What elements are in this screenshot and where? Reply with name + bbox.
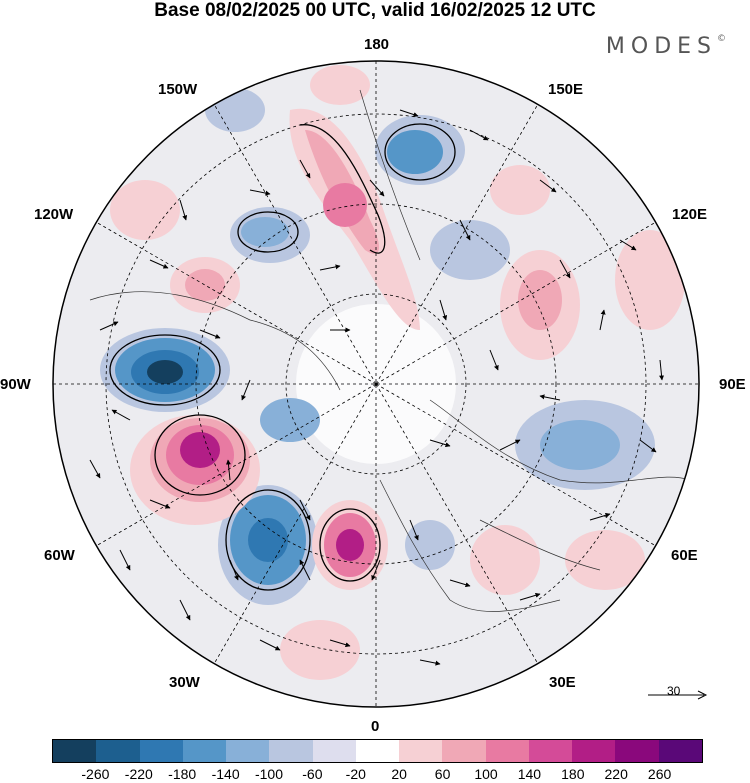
lon-label-60e: 60E (671, 547, 698, 564)
colorbar-swatch (182, 740, 227, 762)
colorbar-tick-label: -100 (254, 766, 284, 782)
colorbar-swatch (399, 740, 443, 762)
colorbar-tick-label: -140 (211, 766, 240, 782)
colorbar-swatch (615, 740, 659, 762)
polar-map (52, 60, 700, 708)
colorbar-swatch (139, 740, 183, 762)
wind-vectors (89, 109, 665, 666)
lon-label-90e: 90E (719, 376, 746, 393)
lon-label-120e: 120E (672, 206, 708, 223)
lon-label-0: 0 (371, 718, 380, 735)
map-boundary (52, 60, 700, 708)
lon-label-120w: 120W (34, 206, 74, 223)
brand-logo: MODES© (605, 34, 726, 59)
colorbar-tick-label: 180 (561, 766, 585, 782)
colorbar-swatch (226, 740, 270, 762)
colorbar-swatch (442, 740, 486, 762)
colorbar-swatch (355, 740, 400, 762)
lon-label-150e: 150E (548, 81, 584, 98)
colorbar-swatch (269, 740, 313, 762)
colorbar-swatch (572, 740, 616, 762)
lon-label-30w: 30W (169, 674, 200, 691)
colorbar-tick-label: -220 (124, 766, 153, 782)
coastlines (89, 89, 691, 612)
map-title: Base 08/02/2025 00 UTC, valid 16/02/2025… (154, 0, 596, 21)
colorbar-tick-label: -20 (345, 766, 366, 782)
colorbar-tick-label: -260 (81, 766, 110, 782)
lon-label-30e: 30E (549, 674, 576, 691)
colorbar-swatch (312, 740, 356, 762)
reference-vector-arrow (648, 690, 708, 700)
colorbar-swatch (53, 740, 97, 762)
lon-label-60w: 60W (44, 547, 75, 564)
colorbar-tick-label: 220 (604, 766, 628, 782)
lon-label-180: 180 (364, 36, 390, 53)
colorbar-tick-label: -60 (302, 766, 323, 782)
colorbar (52, 739, 703, 763)
colorbar-tick-label: 20 (391, 766, 407, 782)
colorbar-tick-label: 60 (434, 766, 451, 782)
colorbar-tick-label: -180 (168, 766, 197, 782)
colorbar-swatch (96, 740, 140, 762)
colorbar-tick-label: 100 (474, 766, 498, 782)
anomaly-field (53, 61, 699, 707)
colorbar-swatch (485, 740, 529, 762)
lon-label-90w: 90W (0, 376, 31, 393)
graticule (53, 61, 699, 707)
colorbar-swatch (528, 740, 573, 762)
colorbar-swatch (658, 740, 702, 762)
colorbar-tick-label: 260 (647, 766, 672, 782)
contour-lines (109, 123, 456, 591)
lon-label-150w: 150W (158, 81, 198, 98)
colorbar-tick-label: 140 (517, 766, 542, 782)
